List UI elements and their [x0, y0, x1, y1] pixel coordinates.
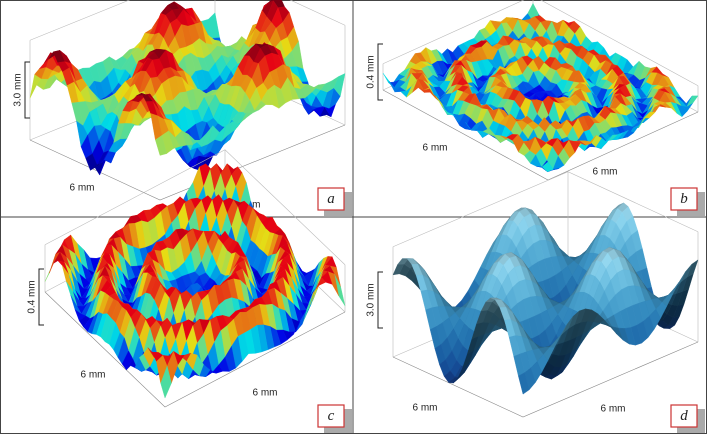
- y-axis-label: 6 mm: [253, 388, 278, 399]
- y-axis-label: 6 mm: [601, 404, 626, 415]
- x-axis-label: 6 mm: [413, 403, 438, 414]
- x-axis-label: 6 mm: [423, 143, 448, 154]
- surface-patch: [541, 161, 554, 173]
- axis-box: [29, 124, 346, 201]
- panel-letter: c: [328, 408, 335, 424]
- x-axis-label: 6 mm: [70, 183, 95, 194]
- z-axis-label: 3.0 mm: [13, 73, 24, 106]
- surface-patch: [155, 135, 167, 156]
- z-bracket: [377, 271, 383, 329]
- x-axis-label: 6 mm: [81, 370, 106, 381]
- panel: 3.0 mm6 mm6 mma: [13, 0, 352, 216]
- axis-box: [392, 341, 699, 418]
- surface-patch: [160, 365, 172, 399]
- label-box: [670, 404, 698, 428]
- z-bracket: [38, 268, 44, 326]
- label-box: [670, 187, 698, 211]
- panel: 0.4 mm 6 mm 6 mm c: [27, 149, 352, 433]
- label-box: [317, 187, 345, 211]
- z-bracket: [377, 43, 383, 101]
- y-axis-label: 6 mm: [593, 167, 618, 178]
- z-axis-label: 0.4 mm: [27, 280, 38, 313]
- z-axis-label: 0.4 mm: [366, 55, 377, 88]
- panel: 3.0 mm 6 mm 6 mm d: [366, 171, 705, 433]
- surface-patch: [518, 372, 530, 395]
- z-bracket: [24, 61, 30, 119]
- z-axis-label: 3.0 mm: [366, 283, 377, 316]
- panel: 0.4 mm 6 mm 6 mm b: [366, 0, 705, 216]
- panel-letter: b: [680, 191, 688, 207]
- panel-letter: a: [327, 191, 335, 207]
- panel-letter: d: [680, 408, 688, 424]
- axis-box: [44, 291, 346, 408]
- label-box: [317, 404, 345, 428]
